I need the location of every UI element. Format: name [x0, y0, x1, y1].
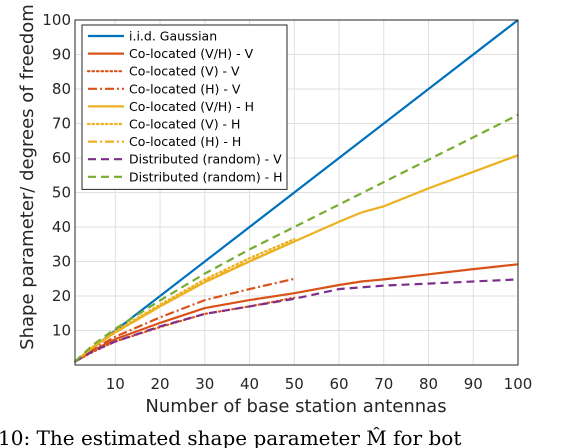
legend: i.i.d. Gaussian Co-located (V/H) - V Co-lo… [81, 24, 288, 190]
y-tick-labels: 10 20 30 40 50 60 70 80 90 100 [42, 11, 71, 340]
legend-entry: Co-located (V) - V [129, 64, 240, 79]
legend-entry: Co-located (V/H) - V [129, 46, 254, 61]
x-tick-label: 80 [419, 375, 438, 393]
legend-entry: Distributed (random) - H [129, 169, 283, 184]
y-tick-label: 60 [52, 149, 71, 167]
legend-entry: Co-located (H) - V [129, 81, 241, 96]
series-lines [73, 19, 519, 363]
y-tick-label: 10 [52, 322, 71, 340]
x-tick-label: 70 [374, 375, 393, 393]
plot-frame [74, 19, 519, 366]
figure-caption: 10: The estimated shape parameter M̂ for… [0, 426, 461, 448]
y-tick-label: 80 [52, 80, 71, 98]
x-tick-label: 40 [240, 375, 259, 393]
x-tick-labels: 10 20 30 40 50 60 70 80 90 100 [106, 375, 533, 393]
x-tick-label: 30 [195, 375, 214, 393]
x-axis-label: Number of base station antennas [145, 396, 446, 417]
x-tick-label: 100 [504, 375, 533, 393]
y-tick-label: 20 [52, 287, 71, 305]
y-tick-label: 90 [52, 46, 71, 64]
y-tick-label: 30 [52, 253, 71, 271]
y-tick-label: 40 [52, 218, 71, 236]
y-tick-label: 100 [42, 11, 71, 29]
series-line-9 [74, 113, 519, 363]
legend-entry: Co-located (V) - H [129, 117, 240, 132]
y-axis-label: Shape parameter/ degrees of freedom [17, 4, 38, 350]
legend-entry: Co-located (V/H) - H [129, 99, 254, 114]
x-tick-label: 60 [329, 375, 348, 393]
series-line-8 [74, 278, 519, 363]
x-tick-label: 20 [150, 375, 169, 393]
y-tick-label: 50 [52, 184, 71, 202]
x-tick-label: 90 [464, 375, 483, 393]
series-line-4 [74, 277, 295, 363]
series-line-7 [74, 240, 295, 363]
x-tick-label: 10 [106, 375, 125, 393]
legend-entry: i.i.d. Gaussian [129, 29, 217, 44]
legend-entry: Distributed (random) - V [129, 152, 282, 167]
series-line-1 [74, 19, 519, 363]
legend-entry: Co-located (H) - H [129, 134, 241, 149]
x-tick-label: 50 [285, 375, 304, 393]
series-line-2 [74, 263, 519, 363]
y-tick-label: 70 [52, 115, 71, 133]
